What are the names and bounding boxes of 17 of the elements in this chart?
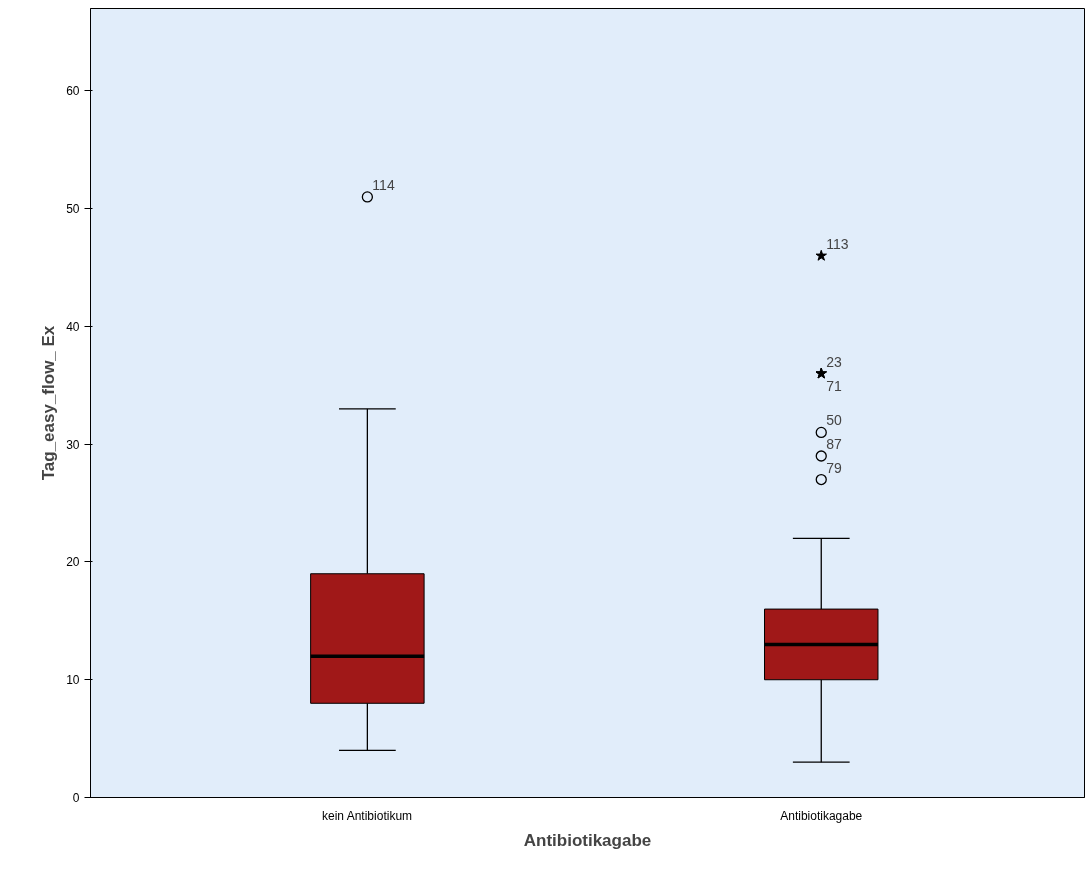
x-tick-label: kein Antibiotikum xyxy=(322,808,413,823)
annotation: 79 xyxy=(826,459,843,476)
y-tick-label: 30 xyxy=(66,437,80,452)
y-tick-label: 50 xyxy=(66,202,80,217)
y-axis-title: Tag_easy_flow_ Ex xyxy=(39,325,59,481)
y-tick-label: 20 xyxy=(66,555,80,570)
annotation: 71 xyxy=(826,377,843,394)
annotation: 114 xyxy=(372,176,395,193)
annotation: 113 xyxy=(826,235,849,252)
y-tick-label: 60 xyxy=(66,84,80,99)
annotation: 87 xyxy=(826,435,843,452)
y-tick-label: 0 xyxy=(72,791,80,805)
annotation: 50 xyxy=(826,412,843,429)
y-tick-label: 10 xyxy=(66,673,80,688)
x-axis-title: Antibiotikagabe xyxy=(523,830,652,850)
annotation: 23 xyxy=(826,353,843,370)
y-tick-label: 40 xyxy=(66,319,80,334)
